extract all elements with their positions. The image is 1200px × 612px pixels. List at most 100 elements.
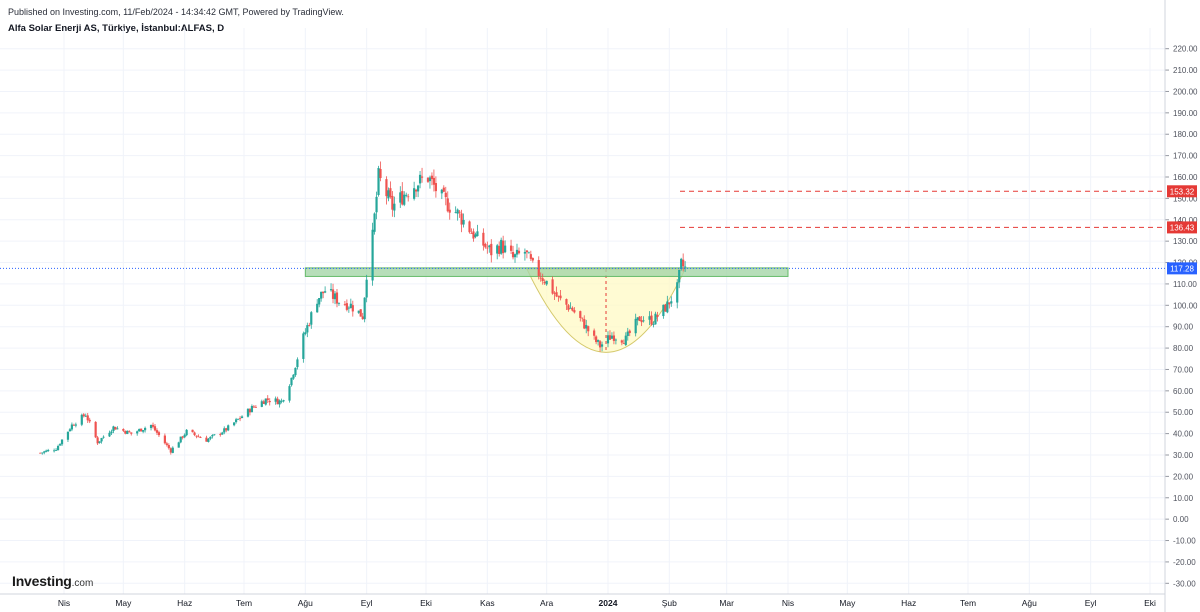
candle-body <box>227 425 230 431</box>
candle-body <box>207 438 210 442</box>
candle-body <box>169 448 172 453</box>
candle-body <box>167 445 170 449</box>
candle-body <box>213 434 216 436</box>
candle-body <box>316 303 319 313</box>
candle-body <box>320 291 323 299</box>
x-tick-label: Şub <box>662 598 677 608</box>
candle-body <box>595 336 598 343</box>
candle-body <box>527 252 530 254</box>
candle-body <box>248 409 252 413</box>
candle-body <box>96 437 99 444</box>
candle-body <box>209 436 212 439</box>
x-tick-label: May <box>115 598 132 608</box>
cup-pattern-shape <box>526 268 686 353</box>
candle-body <box>68 429 72 432</box>
candle-body <box>142 430 145 432</box>
candle-body <box>274 398 277 402</box>
x-tick-label: Ağu <box>1022 598 1037 608</box>
candle-body <box>240 416 244 418</box>
candle-body <box>399 192 402 203</box>
candle-body <box>236 418 240 420</box>
candle-body <box>183 434 186 438</box>
candle-body <box>612 335 616 341</box>
candle-body <box>278 400 281 405</box>
investing-logo: Investing.com <box>12 573 94 589</box>
candle-body <box>74 424 77 426</box>
candle-body <box>638 316 641 321</box>
candle-body <box>377 168 380 195</box>
candle-body <box>149 424 153 429</box>
candle-body <box>296 359 299 368</box>
candle-body <box>58 444 62 446</box>
candle-body <box>221 432 224 435</box>
candle-body <box>434 183 437 192</box>
candle-body <box>211 435 214 437</box>
candle-body <box>155 430 159 433</box>
candle-body <box>555 292 558 297</box>
candle-body <box>444 192 447 198</box>
candle-body <box>610 335 614 339</box>
candle-body <box>43 451 46 453</box>
last-price-tag <box>1167 262 1197 275</box>
candle-body <box>448 209 451 213</box>
x-tick-label: 2024 <box>599 598 618 608</box>
candle-body <box>682 259 685 267</box>
candle-body <box>163 435 166 444</box>
candle-body <box>250 405 254 413</box>
candle-body <box>391 195 394 210</box>
candle-body <box>446 198 449 212</box>
candle-body <box>153 426 157 431</box>
x-tick-label: Eyl <box>1085 598 1097 608</box>
candle-body <box>193 432 196 435</box>
x-tick-label: Haz <box>901 598 916 608</box>
candle-body <box>642 320 645 322</box>
candle-body <box>199 437 202 438</box>
candle-body <box>191 429 194 433</box>
candle-body <box>517 250 521 254</box>
candle-body <box>128 431 131 433</box>
x-tick-label: Mar <box>719 598 734 608</box>
candle-body <box>454 212 457 213</box>
candle-body <box>171 447 174 453</box>
candle-body <box>634 318 637 334</box>
candle-body <box>559 295 562 299</box>
candle-body <box>525 250 528 253</box>
candle-body <box>513 254 517 258</box>
candle-body <box>484 243 487 248</box>
candle-body <box>587 326 590 332</box>
candle-body <box>393 203 396 211</box>
candle-body <box>662 304 665 317</box>
candle-body <box>620 340 623 343</box>
candle-body <box>94 421 97 438</box>
candle-body <box>468 221 471 233</box>
candle-body <box>238 418 242 420</box>
candle-body <box>537 260 540 277</box>
candle-body <box>179 436 182 443</box>
x-tick-label: Ara <box>540 598 554 608</box>
candle-body <box>670 301 673 304</box>
x-tick-label: Tem <box>236 598 252 608</box>
candle-body <box>622 343 625 344</box>
candle-body <box>347 307 350 309</box>
candle-body <box>664 304 667 312</box>
candle-body <box>197 436 200 438</box>
candle-body <box>486 247 489 249</box>
target-price-label: 153.32 <box>1170 187 1195 196</box>
x-tick-label: Nis <box>58 598 70 608</box>
candle-body <box>126 430 129 435</box>
candle-body <box>598 341 602 348</box>
x-tick-label: Nis <box>782 598 794 608</box>
y-tick-label: 110.00 <box>1173 280 1197 289</box>
x-tick-label: Eki <box>420 598 432 608</box>
candle-body <box>624 335 627 345</box>
candle-body <box>144 427 147 431</box>
candle-body <box>666 301 669 313</box>
candle-body <box>331 289 335 299</box>
candle-body <box>108 432 111 437</box>
candle-body <box>413 188 416 199</box>
candle-body <box>551 279 554 294</box>
candle-body <box>288 386 291 401</box>
candle-body <box>56 445 60 451</box>
candle-body <box>264 398 267 405</box>
